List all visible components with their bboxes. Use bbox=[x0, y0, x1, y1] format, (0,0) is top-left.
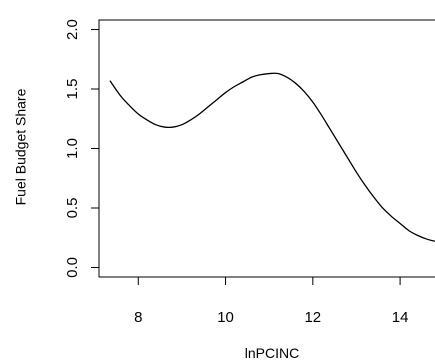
x-axis-label: lnPCINC bbox=[245, 345, 299, 361]
x-tick-label: 12 bbox=[304, 309, 321, 326]
x-tick-label: 14 bbox=[392, 309, 409, 326]
series-line bbox=[109, 72, 435, 242]
y-tick-label: 0.5 bbox=[64, 198, 81, 219]
y-tick-label: 2.0 bbox=[64, 19, 81, 40]
x-tick-label: 10 bbox=[217, 309, 234, 326]
y-tick-label: 0.0 bbox=[64, 257, 81, 278]
y-tick-label: 1.0 bbox=[64, 138, 81, 159]
plot-frame bbox=[98, 19, 435, 278]
y-axis-label: Fuel Budget Share bbox=[13, 88, 29, 205]
y-tick-label: 1.5 bbox=[64, 79, 81, 100]
x-tick-label: 8 bbox=[134, 309, 142, 326]
